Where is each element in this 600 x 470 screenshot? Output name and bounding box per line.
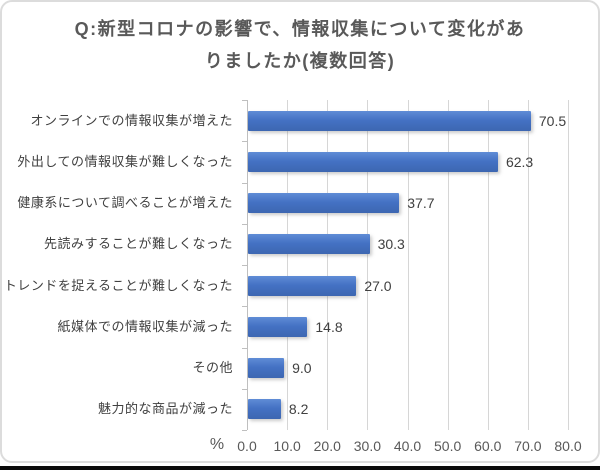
y-axis-tick [242,141,247,143]
y-axis-tick [242,100,247,101]
x-axis-tick-label: 70.0 [514,438,542,454]
bar [248,234,370,255]
bar [248,275,357,296]
category-label: 先読みすることが難しくなった [43,236,233,252]
y-axis-tick [242,265,247,266]
gridline [487,100,489,430]
category-label: 外出しての情報収集が難しくなった [17,153,233,169]
bottom-border [0,466,600,470]
bar [248,110,531,131]
value-label: 30.3 [377,236,405,253]
chart-title-line2: りましたか(複数回答) [204,51,396,71]
y-axis-line [247,100,248,430]
y-axis-tick [242,430,247,431]
value-label: 37.7 [407,195,435,212]
axis-unit-label: % [209,436,225,453]
gridline [527,100,529,430]
gridline [407,100,409,430]
y-axis-tick [242,388,247,390]
x-axis-tick-label: 40.0 [393,438,422,454]
category-label: その他 [192,360,233,376]
x-axis-tick-label: 30.0 [353,438,381,454]
x-axis-tick-label: 0.0 [237,438,257,454]
category-label: トレンドを捉えることが難しくなった [3,277,233,293]
bar [248,151,498,172]
x-axis-tick-label: 20.0 [313,438,341,454]
category-label: 紙媒体での情報収集が減った [57,318,233,334]
bar [248,399,281,420]
bar [248,193,400,214]
gridline [447,100,449,430]
gridline [367,100,369,430]
value-label: 27.0 [364,277,392,294]
bar [248,316,308,337]
chart-title-line1: Q:新型コロナの影響で、情報収集について変化があ [74,19,526,39]
gridline [568,100,569,430]
category-label: 魅力的な商品が減った [97,401,233,417]
x-axis-tick-label: 80.0 [554,438,582,454]
x-axis-tick-label: 50.0 [434,438,462,454]
value-label: 70.5 [538,112,567,129]
y-axis-tick [242,223,247,225]
y-axis-tick [242,182,247,184]
value-label: 8.2 [288,401,309,418]
y-axis-tick [242,306,247,308]
bar [248,358,285,379]
value-label: 62.3 [505,153,534,170]
value-label: 9.0 [292,360,312,377]
category-label: 健康系について調べることが増えた [17,195,233,211]
x-axis-tick-label: 10.0 [273,438,301,454]
gridline [287,100,289,430]
chart-title: Q:新型コロナの影響で、情報収集について変化があ りましたか(複数回答) [0,13,600,77]
y-axis-tick [242,347,247,349]
category-label: オンラインでの情報収集が増えた [30,112,233,128]
x-axis-tick-label: 60.0 [474,438,502,454]
gridline [327,100,329,430]
value-label: 14.8 [315,318,343,335]
